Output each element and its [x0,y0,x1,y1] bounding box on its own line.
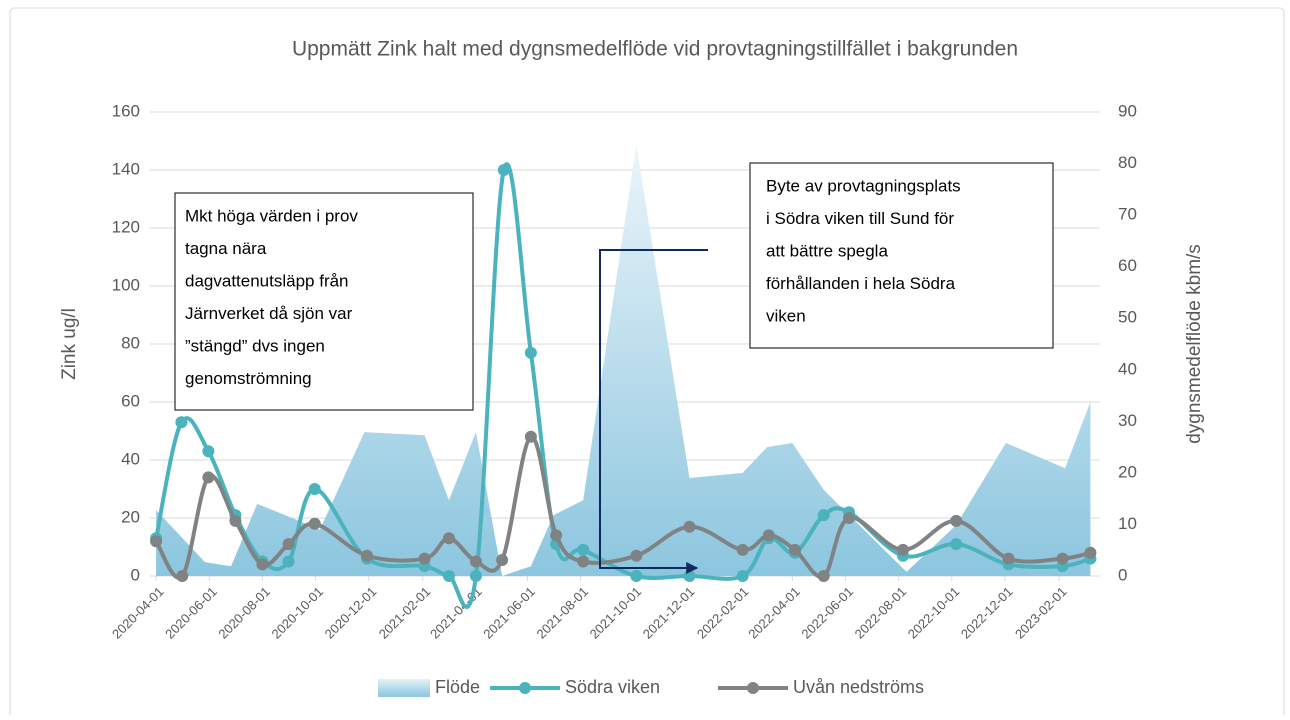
y-tick-label: 80 [121,333,140,352]
point [897,543,910,556]
point [176,570,189,582]
y-tick-label: 100 [112,275,140,294]
annotation-text: genomströmning [185,369,312,388]
annotation-text: i Södra viken till Sund för [766,209,954,228]
annotation-box [749,162,1054,349]
y2-tick-label: 90 [1118,101,1137,120]
annotation-arrow [599,249,708,574]
y-tick-label: 0 [131,565,140,584]
annotations: Mkt höga värden i prov tagna nära dagvatte… [174,162,1054,574]
point [736,543,749,556]
annotation-text: förhållanden i hela Södra [766,274,956,293]
point [418,552,431,565]
plot [150,144,1097,609]
y2-tick-label: 0 [1118,565,1127,584]
point [308,483,321,495]
point [577,555,590,568]
y2-tick-label: 40 [1118,359,1137,378]
y-tick-label: 120 [112,217,140,236]
y-axis-label: Zink ug/l [59,308,80,380]
point [202,445,215,458]
y-tick-label: 20 [121,507,140,526]
point [1002,552,1015,565]
point [762,529,775,542]
point [683,570,696,582]
legend-swatch [519,682,531,694]
point [630,549,643,562]
annotation-text: Byte av provtagningsplats [766,176,961,195]
y2-tick-label: 60 [1118,256,1137,275]
point [282,555,295,568]
point [683,520,696,533]
legend-swatch [747,682,759,694]
annotation-text: tagna nära [185,239,267,258]
y2-tick-label: 30 [1118,411,1137,430]
point [1056,552,1069,565]
point [361,549,374,562]
annotation-box [174,192,474,411]
y2-tick-label: 80 [1118,153,1137,172]
annotation-text: att bättre spegla [766,241,888,260]
y2-tick-label: 20 [1118,462,1137,481]
point [282,538,295,551]
point [550,529,563,542]
point [1084,546,1097,559]
annotation-text: Järnverket då sjön var [185,304,353,323]
point [842,512,855,524]
point [817,570,830,582]
legend-label: Uvån nedströms [793,677,924,697]
point [150,535,163,548]
point [202,471,215,484]
annotation-text: dagvattenutsläpp från [185,271,349,290]
point [950,538,963,551]
point [469,570,482,582]
point [788,543,801,556]
point [524,346,537,359]
chart-title: Uppmätt Zink halt med dygnsmedelflöde vi… [292,38,1018,61]
point [229,514,242,527]
y-tick-label: 140 [112,159,140,178]
point [256,558,269,571]
y-tick-label: 160 [112,101,140,120]
annotation-text: ”stängd” dvs ingen [185,336,325,355]
point [524,430,537,443]
point [577,543,590,556]
y-tick-label: 60 [121,391,140,410]
y2-tick-label: 50 [1118,308,1137,327]
point [817,509,830,522]
legend-swatch [378,679,430,697]
point [630,570,643,582]
annotation-text: Mkt höga värden i prov [185,206,358,225]
point [469,555,482,568]
y2-axis-label: dygnsmedelflöde kbm/s [1184,244,1205,444]
point [736,570,749,582]
point [175,416,188,429]
point [442,570,455,582]
point [308,517,321,530]
point [496,554,509,567]
point [950,514,963,527]
point [497,164,510,176]
legend: Flöde Södra viken Uvån nedströms [378,677,924,697]
annotation-text: viken [766,306,806,325]
y-tick-label: 40 [121,449,140,468]
legend-label: Flöde [435,677,480,697]
y2-tick-label: 10 [1118,514,1137,533]
y2-tick-label: 70 [1118,205,1137,224]
flow-area [156,144,1091,577]
point [442,532,455,545]
legend-label: Södra viken [565,677,660,697]
